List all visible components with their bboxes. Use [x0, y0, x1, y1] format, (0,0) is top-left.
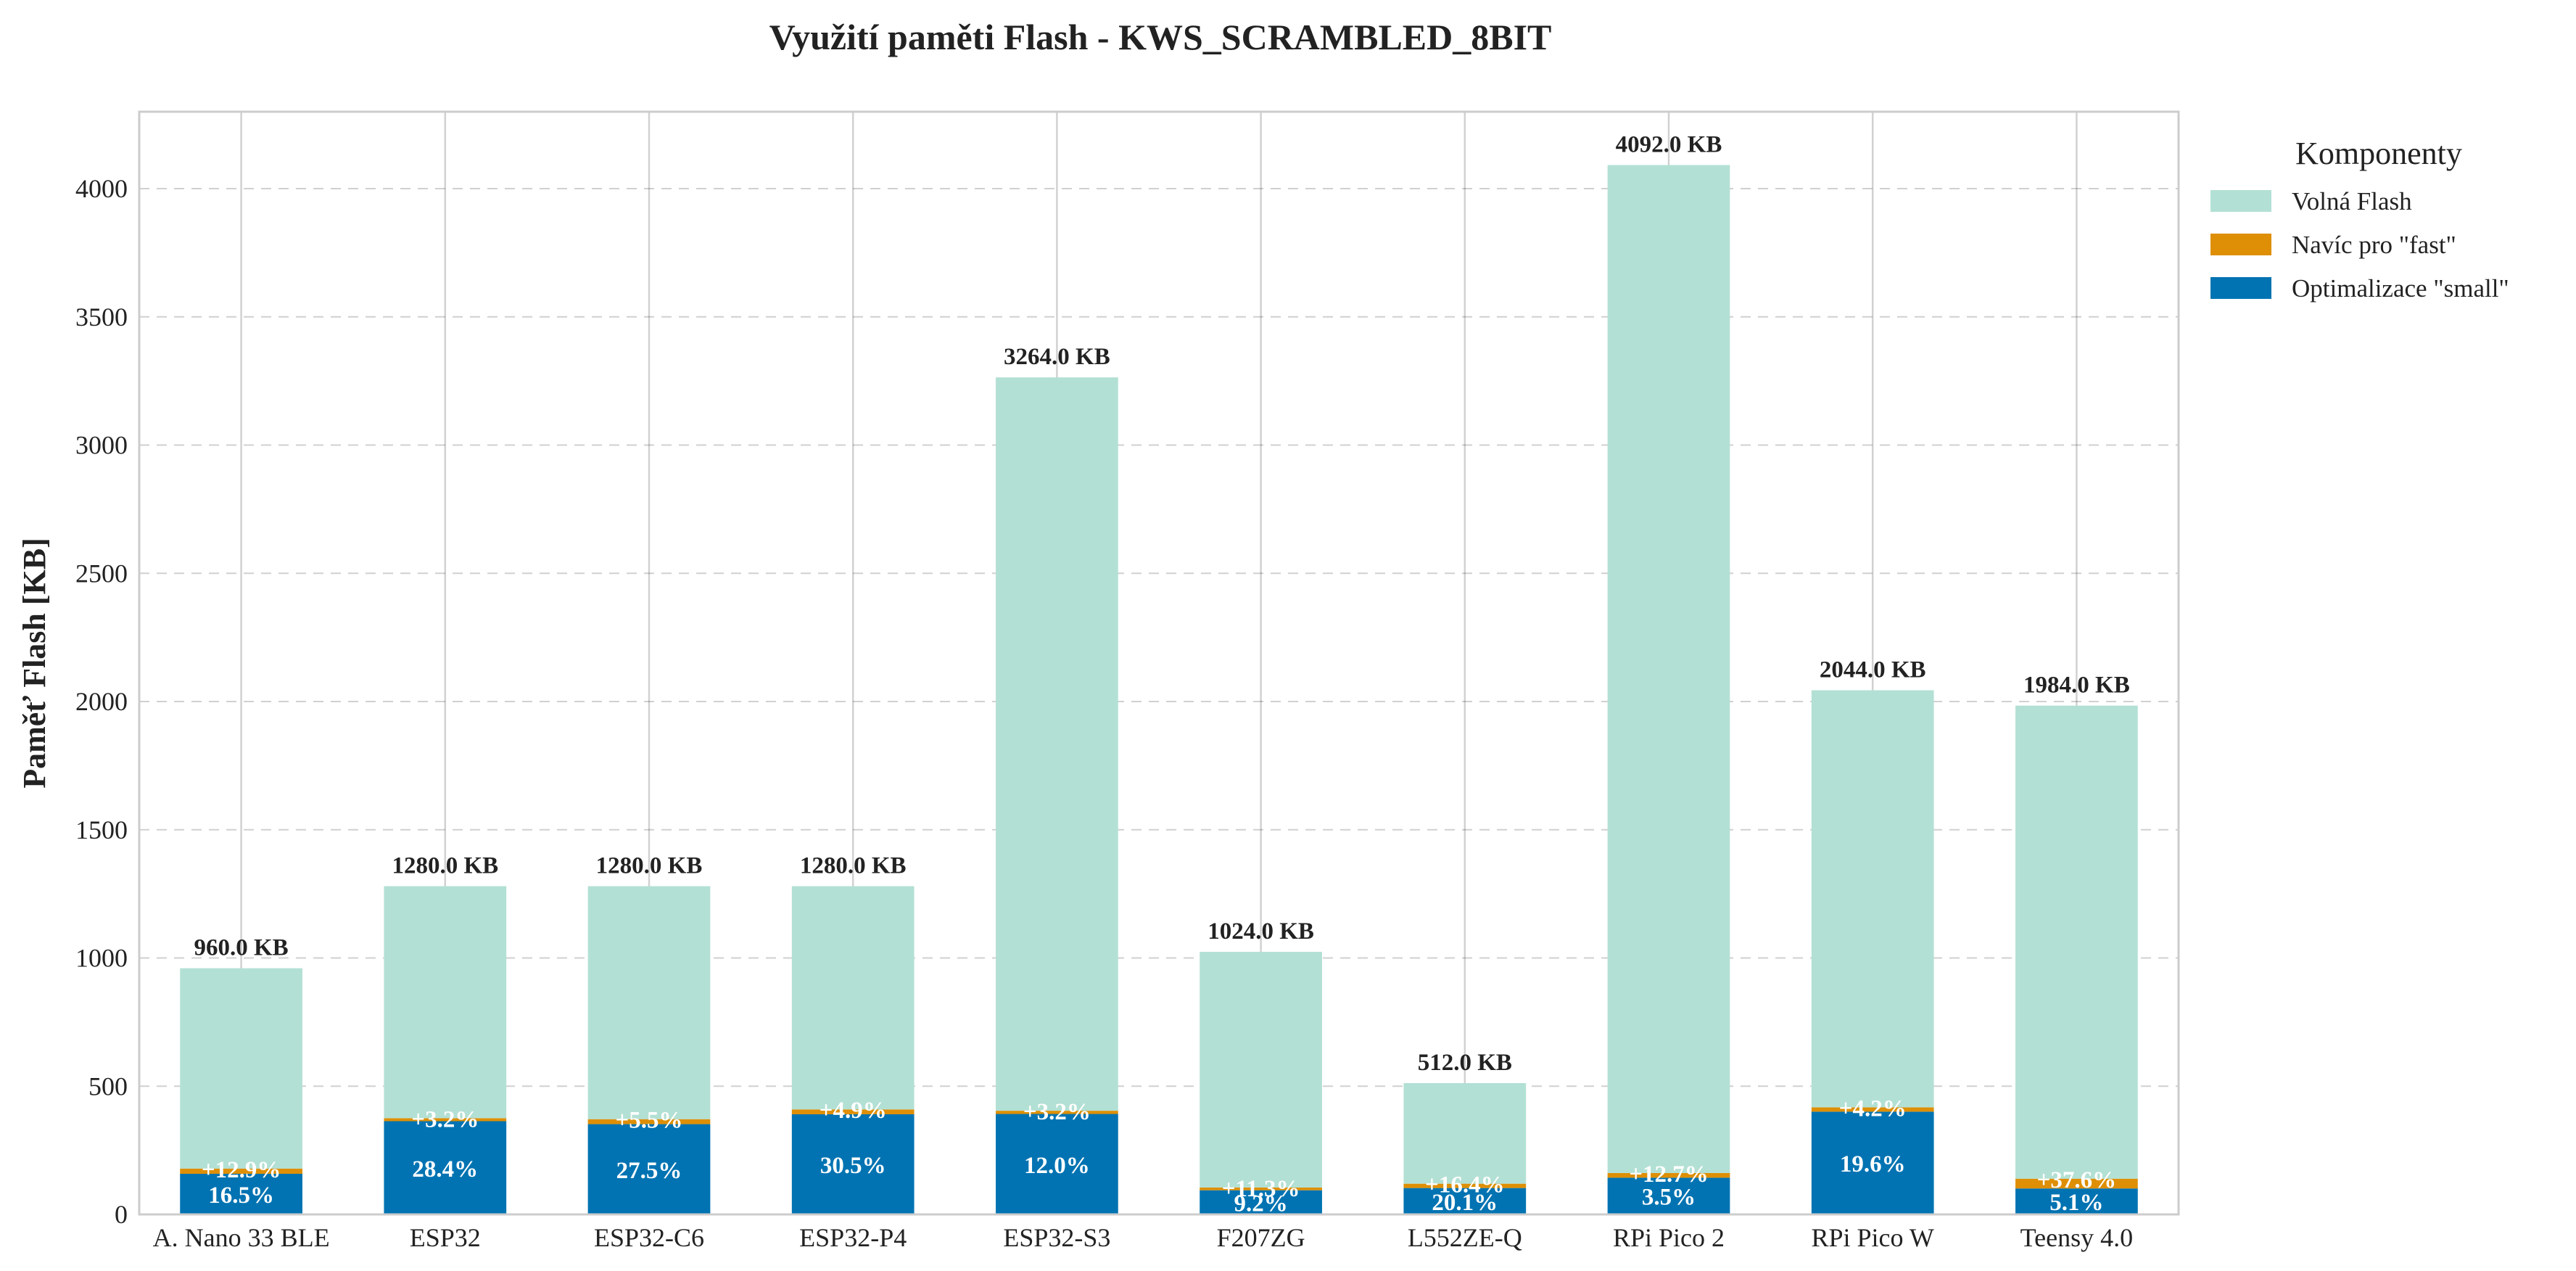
x-tick-label-8: RPi Pico W: [1812, 1223, 1934, 1252]
y-tick-label-8: 4000: [75, 174, 128, 203]
bar-1-0: [180, 1168, 302, 1175]
bar-2-2: [587, 886, 711, 1119]
bar-2-1: [384, 886, 507, 1119]
bar-2-9: [2015, 705, 2138, 1179]
y-tick-label-4: 2000: [75, 687, 128, 716]
bar-0-7: [1607, 1177, 1730, 1214]
fast-pct-label-3: +4.9%: [820, 1098, 887, 1124]
legend-label-0: Optimalizace "small": [2292, 274, 2509, 303]
small-pct-label-0: 16.5%: [208, 1182, 274, 1209]
legend-swatch-0: [2210, 277, 2271, 299]
x-tick-label-6: L552ZE-Q: [1408, 1223, 1522, 1252]
x-tick-label-0: A. Nano 33 BLE: [153, 1223, 330, 1252]
bar-0-1: [384, 1121, 507, 1214]
legend-title: Komponenty: [2295, 136, 2462, 171]
bar-2-7: [1607, 165, 1730, 1173]
bar-0-3: [791, 1114, 915, 1214]
small-pct-label-9: 5.1%: [2049, 1190, 2103, 1216]
fast-pct-label-4: +3.2%: [1023, 1099, 1091, 1125]
legend: Komponenty Volná Flash Navíc pro "fast" Op…: [2210, 136, 2509, 303]
total-label-9: 1984.0 KB: [2023, 672, 2130, 699]
x-tick-label-9: Teensy 4.0: [2020, 1223, 2133, 1252]
y-tick-label-3: 1500: [75, 815, 128, 844]
bar-1-1: [384, 1118, 507, 1122]
total-label-2: 1280.0 KB: [596, 853, 703, 879]
fast-pct-label-2: +5.5%: [615, 1108, 682, 1134]
y-tick-label-5: 2500: [75, 559, 128, 588]
y-axis-label: Paměť Flash [KB]: [17, 538, 52, 789]
small-pct-label-3: 30.5%: [820, 1153, 886, 1179]
bar-2-4: [996, 377, 1118, 1111]
bar-stacks: [180, 165, 2138, 1214]
total-label-0: 960.0 KB: [194, 935, 289, 961]
small-pct-label-4: 12.0%: [1024, 1153, 1090, 1179]
bar-1-9: [2015, 1178, 2138, 1189]
total-label-7: 4092.0 KB: [1616, 132, 1722, 158]
bar-1-2: [587, 1119, 711, 1124]
x-tick-label-7: RPi Pico 2: [1613, 1223, 1725, 1252]
fast-pct-label-9: +37.6%: [2037, 1167, 2117, 1193]
y-tick-label-6: 3000: [75, 431, 128, 460]
total-label-3: 1280.0 KB: [800, 853, 907, 879]
bar-2-8: [1811, 690, 1934, 1108]
fast-pct-label-5: +11.3%: [1222, 1176, 1300, 1202]
bar-1-6: [1403, 1183, 1527, 1188]
x-tick-label-5: F207ZG: [1217, 1223, 1305, 1252]
small-pct-label-5: 9.2%: [1234, 1190, 1287, 1217]
bar-1-3: [791, 1109, 915, 1114]
total-label-4: 3264.0 KB: [1004, 344, 1110, 370]
total-label-6: 512.0 KB: [1418, 1050, 1512, 1076]
bar-2-3: [791, 886, 915, 1110]
plot-frame: [138, 110, 2180, 1216]
bar-0-4: [996, 1114, 1118, 1214]
bar-0-5: [1200, 1190, 1322, 1214]
total-label-8: 2044.0 KB: [1820, 657, 1926, 683]
x-tick-label-1: ESP32: [410, 1223, 481, 1252]
bar-1-7: [1607, 1172, 1730, 1178]
total-label-1: 1280.0 KB: [392, 853, 498, 879]
small-pct-label-1: 28.4%: [412, 1156, 478, 1182]
bar-0-8: [1811, 1111, 1934, 1214]
y-tick-label-1: 500: [88, 1071, 128, 1101]
small-pct-label-6: 20.1%: [1432, 1190, 1498, 1216]
x-tick-label-3: ESP32-P4: [799, 1223, 907, 1252]
total-label-5: 1024.0 KB: [1208, 918, 1314, 945]
fast-pct-label-7: +12.7%: [1629, 1161, 1709, 1188]
fast-pct-label-0: +12.9%: [202, 1157, 281, 1183]
fast-pct-label-1: +3.2%: [411, 1106, 479, 1132]
y-tick-label-2: 1000: [75, 944, 128, 973]
small-pct-label-8: 19.6%: [1840, 1151, 1906, 1177]
x-tick-labels: A. Nano 33 BLE ESP32 ESP32-C6 ESP32-P4 ESP32…: [153, 1223, 2134, 1252]
x-tick-label-4: ESP32-S3: [1003, 1223, 1110, 1252]
bar-1-8: [1811, 1107, 1934, 1112]
data-labels: 960.0 KB 16.5%+12.9% 1280.0 KB 28.4% +3.2% 12…: [194, 132, 2130, 1217]
bar-2-0: [180, 968, 302, 1169]
small-pct-label-2: 27.5%: [616, 1158, 682, 1184]
bar-0-0: [180, 1174, 302, 1214]
legend-swatch-1: [2210, 234, 2271, 255]
y-tick-labels: 0 500 1000 1500 2000 2500 3000 3500 4000: [75, 174, 128, 1229]
bar-0-6: [1403, 1188, 1527, 1214]
legend-swatch-2: [2210, 190, 2271, 212]
bar-0-2: [587, 1124, 711, 1214]
fast-pct-label-8: +4.2%: [1839, 1095, 1907, 1122]
chart-title: Využití paměti Flash - KWS_SCRAMBLED_8BI…: [769, 17, 1552, 57]
bar-0-9: [2015, 1188, 2138, 1214]
fast-pct-label-6: +16.4%: [1425, 1172, 1505, 1198]
x-tick-label-2: ESP32-C6: [594, 1223, 704, 1252]
legend-label-1: Navíc pro "fast": [2292, 231, 2456, 259]
bar-1-5: [1200, 1187, 1322, 1190]
y-tick-label-7: 3500: [75, 303, 128, 332]
small-pct-label-7: 3.5%: [1642, 1185, 1696, 1211]
legend-label-2: Volná Flash: [2292, 187, 2412, 215]
y-tick-label-0: 0: [115, 1200, 128, 1229]
bar-2-5: [1200, 952, 1322, 1188]
bar-2-6: [1403, 1083, 1527, 1184]
bar-1-4: [996, 1111, 1118, 1114]
